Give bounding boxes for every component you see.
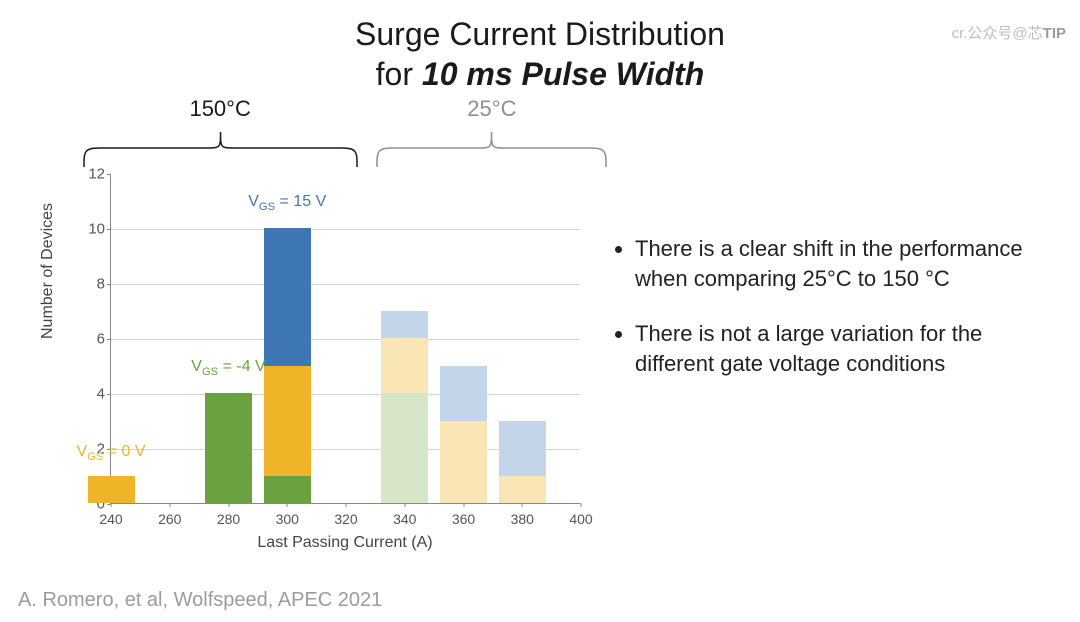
group-brace: 25°C	[374, 120, 609, 170]
bar-segment	[381, 311, 428, 339]
bullet-item: There is not a large variation for the d…	[635, 319, 1040, 378]
bullet-list: There is a clear shift in the performanc…	[605, 234, 1040, 379]
chart-annotation: VGS = 0 V	[76, 443, 145, 463]
chart-annotation: VGS = -4 V	[191, 357, 265, 377]
x-tick: 280	[217, 511, 240, 527]
bar-segment	[88, 476, 135, 504]
bar-segment	[381, 393, 428, 503]
y-tick: 4	[81, 386, 105, 403]
bar-segment	[264, 366, 311, 476]
x-tick: 300	[276, 511, 299, 527]
y-tick: 6	[81, 331, 105, 348]
y-axis-label: Number of Devices	[39, 203, 57, 339]
chart-column: Number of Devices Last Passing Current (…	[0, 114, 605, 582]
brace-label: 25°C	[374, 96, 609, 122]
x-axis-label: Last Passing Current (A)	[110, 534, 580, 552]
plot-area: 024681012240260280300320340360380400VGS …	[110, 174, 580, 504]
y-tick: 8	[81, 276, 105, 293]
x-tick: 260	[158, 511, 181, 527]
slide-title: Surge Current Distribution for 10 ms Pul…	[0, 14, 1080, 94]
x-tick: 320	[334, 511, 357, 527]
chart: Number of Devices Last Passing Current (…	[40, 114, 600, 574]
x-tick: 380	[511, 511, 534, 527]
citation: A. Romero, et al, Wolfspeed, APEC 2021	[18, 589, 382, 612]
brace-label: 150°C	[81, 96, 360, 122]
x-tick: 340	[393, 511, 416, 527]
bar-segment	[381, 338, 428, 393]
bar-segment	[499, 476, 546, 504]
x-tick: 240	[99, 511, 122, 527]
bar-segment	[264, 476, 311, 504]
bar-segment	[499, 421, 546, 476]
bar-segment	[264, 228, 311, 366]
watermark: cr.公众号@芯TIP	[952, 22, 1066, 43]
bar-segment	[205, 393, 252, 503]
bar-segment	[440, 366, 487, 421]
bar-segment	[440, 421, 487, 504]
bullet-item: There is a clear shift in the performanc…	[635, 234, 1040, 293]
chart-annotation: VGS = 15 V	[248, 192, 326, 212]
bullet-column: There is a clear shift in the performanc…	[605, 114, 1080, 582]
group-brace: 150°C	[81, 120, 360, 170]
x-tick: 400	[569, 511, 592, 527]
y-tick: 10	[81, 221, 105, 238]
x-tick: 360	[452, 511, 475, 527]
content-area: Number of Devices Last Passing Current (…	[0, 114, 1080, 582]
